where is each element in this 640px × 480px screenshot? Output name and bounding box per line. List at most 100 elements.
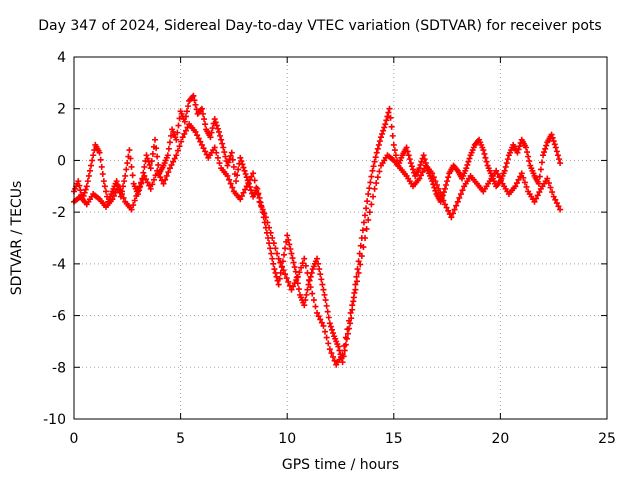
data-point-interp [270,260,277,267]
data-point-interp [408,163,415,170]
data-point-interp [515,146,522,153]
data-point-interp [218,136,225,143]
data-point-series-2-interp [227,180,234,187]
data-point-interp [212,119,219,126]
data-point-series-2 [115,183,122,190]
data-point-series-2 [358,253,365,260]
data-point-interp [153,145,160,152]
data-point-series-2 [339,351,346,358]
data-point [275,281,282,288]
data-point-interp [388,123,395,130]
data-point-interp [465,158,472,165]
data-point-interp [276,275,283,282]
data-point-interp [285,236,292,243]
data-point-interp [202,121,209,128]
data-point-series-2-interp [315,313,322,320]
data-point-interp [217,132,224,139]
data-point-interp [89,157,96,164]
data-point-interp [366,185,373,192]
data-point-series-2-interp [432,178,439,185]
data-point-series-2-interp [194,132,201,139]
data-point-series-2-interp [304,269,311,276]
data-point [441,185,448,192]
data-point-series-2-interp [328,350,335,357]
data-point-series-2-interp [341,342,348,349]
data-point-series-2 [160,180,167,187]
data-point-interp [165,145,172,152]
data-point [322,297,329,304]
data-point-series-2 [109,196,116,203]
data-point-series-2-interp [451,206,458,213]
data-point-interp [372,154,379,161]
data-point-series-2-interp [131,197,138,204]
data-point-series-2 [256,198,263,205]
data-point-series-2-interp [130,202,137,209]
data-point-interp [141,163,148,170]
x-tick-label: 15 [385,431,403,447]
data-point-series-2-interp [309,290,316,297]
data-point-interp [227,152,234,159]
data-point-interp [290,259,297,266]
data-point-series-2-interp [373,180,380,187]
data-markers [71,92,564,368]
data-point-interp [307,273,314,280]
data-point-series-2 [262,214,269,221]
data-point-interp [168,132,175,139]
data-point-series-2-interp [330,353,337,360]
data-point-series-2-interp [270,240,277,247]
data-point-series-2-interp [419,169,426,176]
data-point-interp [443,181,450,188]
data-point-interp [166,139,173,146]
data-point-series-2 [493,167,500,174]
data-point [548,131,555,138]
data-point-series-2-interp [253,184,260,191]
data-point-interp [229,156,236,163]
data-point-interp [466,155,473,162]
data-point-series-2-interp [110,192,117,199]
data-point-interp [541,149,548,156]
data-point [535,180,542,187]
data-point-interp [319,281,326,288]
data-point-interp [325,314,332,321]
data-point-series-2 [288,286,295,293]
data-point [147,165,154,172]
data-point-interp [235,166,242,173]
data-point-series-2-interp [133,192,140,199]
data-point-series-2-interp [317,316,324,323]
data-point-interp [364,198,371,205]
data-point [552,144,559,151]
data-point-interp [86,167,93,174]
data-point-series-2-interp [155,171,162,178]
data-point-series-2-interp [322,328,329,335]
data-point-interp [550,138,557,145]
data-point-interp [324,308,331,315]
data-point-interp [124,160,131,167]
data-point [241,167,248,174]
data-point-series-2-interp [171,155,178,162]
data-point-interp [291,264,298,271]
data-point-series-2-interp [283,275,290,282]
data-point-interp [155,161,162,168]
data-point-series-2 [544,175,551,182]
data-point-series-2-interp [251,177,258,184]
data-point-series-2-interp [274,250,281,257]
data-point-interp [384,113,391,120]
data-point-interp [444,178,451,185]
data-point [301,302,308,309]
data-point [378,134,385,141]
data-point-interp [121,178,128,185]
data-point-interp [315,260,322,267]
y-tick-label: 4 [57,50,66,66]
data-point-interp [538,159,545,166]
chart-title: Day 347 of 2024, Sidereal Day-to-day VTE… [38,18,602,34]
data-point-series-2-interp [240,189,247,196]
data-point [220,144,227,151]
data-point [403,144,410,151]
data-point-series-2 [550,193,557,200]
data-point-interp [219,140,226,147]
data-point-series-2-interp [552,196,559,203]
data-point [373,149,380,156]
data-point-interp [76,182,83,189]
data-point-interp [268,250,275,257]
data-point-series-2-interp [163,172,170,179]
